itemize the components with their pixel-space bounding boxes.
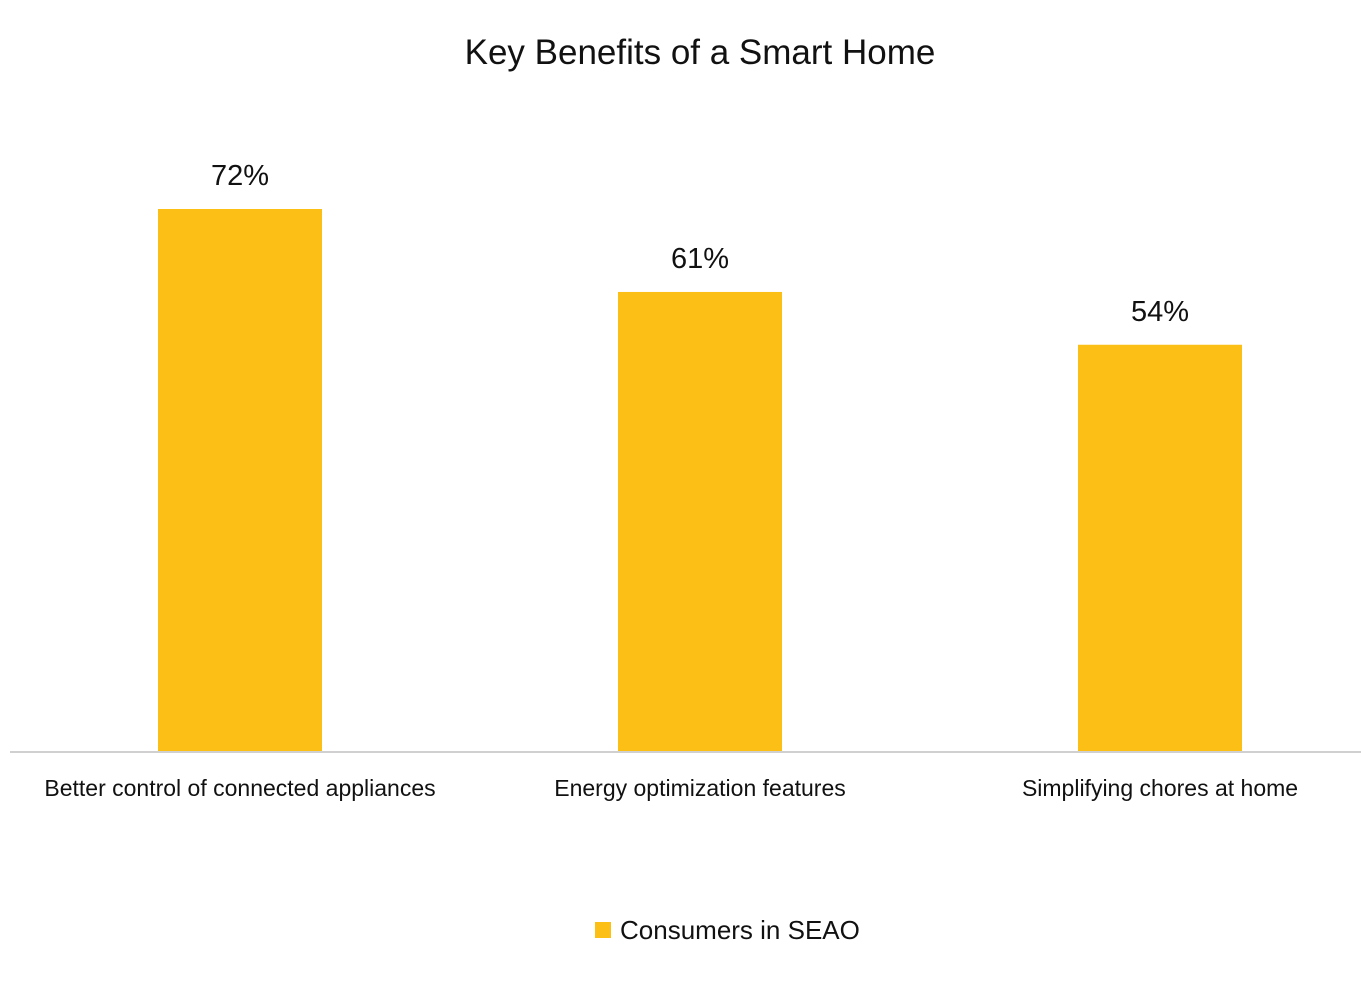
category-label-energy-optimization-features: Energy optimization features [554, 775, 846, 801]
data-label-energy-optimization-features: 61% [671, 243, 729, 275]
bar-energy-optimization-features [618, 291, 782, 752]
bar-simplifying-chores-at-home [1078, 344, 1242, 752]
bars-layer [158, 209, 1242, 752]
data-label-better-control-of-connected-appliances: 72% [211, 160, 269, 192]
legend: Consumers in SEAO [595, 915, 860, 945]
bar-better-control-of-connected-appliances [158, 209, 322, 752]
category-label-better-control-of-connected-appliances: Better control of connected appliances [44, 775, 435, 801]
value-labels-layer: 72% 61% 54% [211, 160, 1189, 328]
legend-label-consumers-in-seao: Consumers in SEAO [620, 915, 860, 945]
category-labels-layer: Better control of connected appliances En… [44, 775, 1298, 801]
category-label-simplifying-chores-at-home: Simplifying chores at home [1022, 775, 1298, 801]
data-label-simplifying-chores-at-home: 54% [1131, 296, 1189, 328]
legend-swatch [595, 922, 611, 938]
chart-title: Key Benefits of a Smart Home [465, 33, 936, 72]
